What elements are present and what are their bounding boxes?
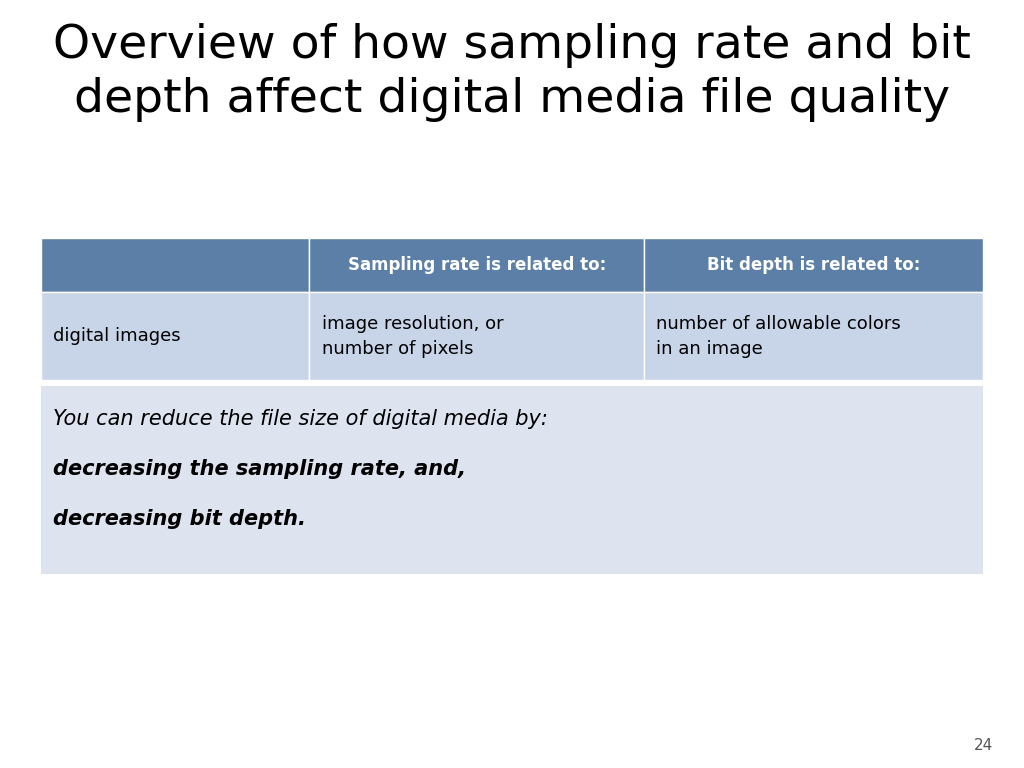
- FancyBboxPatch shape: [41, 386, 983, 574]
- Text: number of allowable colors
in an image: number of allowable colors in an image: [656, 315, 901, 357]
- Text: Overview of how sampling rate and bit
depth affect digital media file quality: Overview of how sampling rate and bit de…: [53, 23, 971, 122]
- Text: Bit depth is related to:: Bit depth is related to:: [707, 256, 921, 274]
- Text: decreasing bit depth.: decreasing bit depth.: [53, 509, 306, 529]
- FancyBboxPatch shape: [41, 238, 309, 292]
- FancyBboxPatch shape: [41, 292, 309, 380]
- Text: decreasing the sampling rate, and,: decreasing the sampling rate, and,: [53, 459, 466, 479]
- Text: Sampling rate is related to:: Sampling rate is related to:: [347, 256, 606, 274]
- FancyBboxPatch shape: [644, 292, 983, 380]
- Text: You can reduce the file size of digital media by:: You can reduce the file size of digital …: [53, 409, 548, 429]
- FancyBboxPatch shape: [309, 238, 644, 292]
- FancyBboxPatch shape: [309, 292, 644, 380]
- Text: digital images: digital images: [53, 327, 181, 345]
- Text: 24: 24: [974, 737, 993, 753]
- FancyBboxPatch shape: [644, 238, 983, 292]
- Text: image resolution, or
number of pixels: image resolution, or number of pixels: [322, 315, 504, 357]
